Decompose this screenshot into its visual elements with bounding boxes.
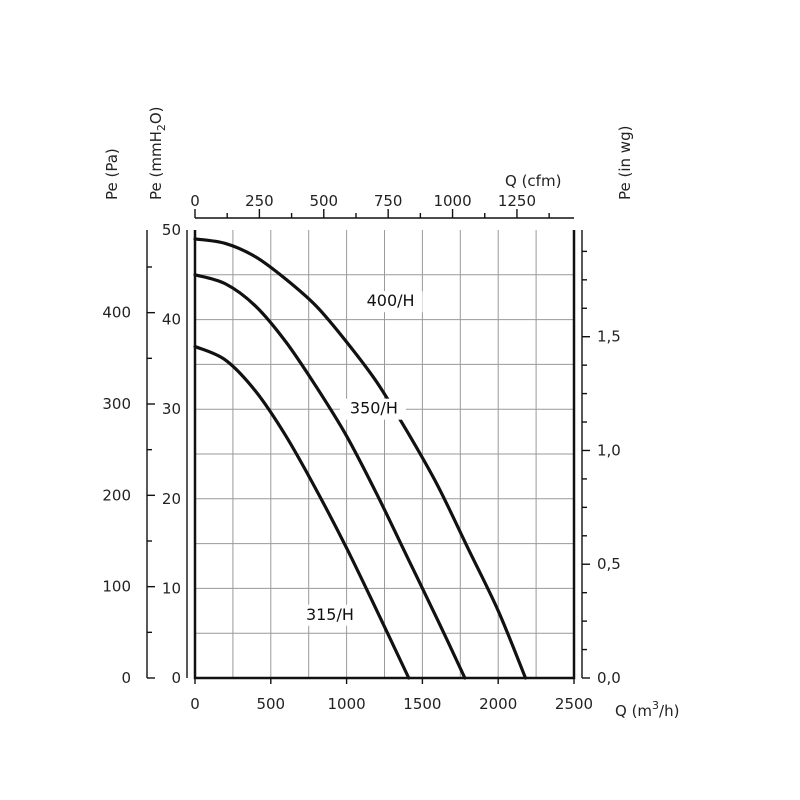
curve-315-h (193, 344, 411, 680)
top-tick-label: 0 (190, 192, 200, 210)
inwg-tick-label: 1,0 (597, 441, 621, 459)
curve-400-h (193, 237, 528, 680)
inwg-tick-label: 0,0 (597, 669, 621, 687)
top-axis-title: Q (cfm) (505, 172, 561, 190)
pa-tick-label: 400 (102, 304, 131, 322)
mmh2o-tick-label: 50 (162, 221, 181, 239)
curve-label-bg (356, 291, 423, 313)
mmh2o-tick-label: 20 (162, 490, 181, 508)
x-tick-label: 0 (190, 695, 200, 713)
y-axis-pa-title: Pe (Pa) (103, 148, 121, 200)
inwg-tick-label: 1,5 (597, 328, 621, 346)
pa-tick-label: 300 (102, 395, 131, 413)
inwg-tick-label: 0,5 (597, 555, 621, 573)
top-tick-label: 1250 (498, 192, 536, 210)
curves (193, 237, 528, 680)
mmh2o-tick-label: 30 (162, 400, 181, 418)
curve-label: 315/H (306, 605, 354, 624)
y-axis-mmh2o-title: Pe (mmH2O) (147, 106, 168, 200)
curve-label: 400/H (367, 291, 415, 310)
top-tick-label: 250 (245, 192, 274, 210)
plot-frame (193, 230, 576, 680)
mmh2o-tick-label: 10 (162, 579, 181, 597)
curve-350-h (193, 273, 467, 680)
curve-label: 350/H (350, 399, 398, 418)
mmh2o-tick-label: 0 (171, 669, 181, 687)
top-tick-label: 500 (309, 192, 338, 210)
y-axis-inwg-title: Pe (in wg) (616, 126, 634, 200)
x-tick-label: 1500 (403, 695, 441, 713)
pa-tick-label: 0 (121, 669, 131, 687)
top-tick-label: 750 (374, 192, 403, 210)
mmh2o-tick-label: 40 (162, 311, 181, 329)
curve-label-bg (339, 398, 406, 420)
curve-label-bg (295, 604, 362, 626)
pa-tick-label: 100 (102, 578, 131, 596)
x-axis-title: Q (m3/h) (615, 699, 679, 720)
x-tick-label: 1000 (328, 695, 366, 713)
axes (146, 209, 590, 684)
x-tick-label: 2000 (479, 695, 517, 713)
top-tick-label: 1000 (433, 192, 471, 210)
pa-tick-label: 200 (102, 486, 131, 504)
x-tick-label: 500 (256, 695, 285, 713)
x-tick-label: 2500 (555, 695, 593, 713)
